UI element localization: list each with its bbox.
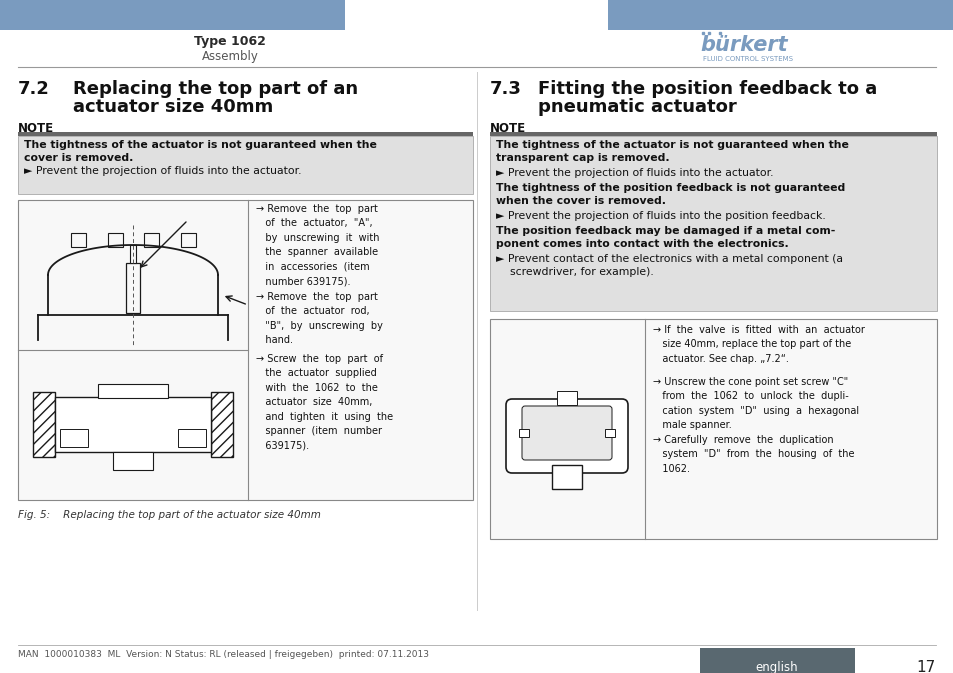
Text: The tightness of the actuator is not guaranteed when the: The tightness of the actuator is not gua… <box>496 140 848 150</box>
Text: ► Prevent the projection of fluids into the actuator.: ► Prevent the projection of fluids into … <box>24 166 301 176</box>
Bar <box>55 397 211 452</box>
Bar <box>211 392 233 457</box>
Text: The position feedback may be damaged if a metal com-: The position feedback may be damaged if … <box>496 226 835 236</box>
Bar <box>0 0 345 30</box>
Bar <box>112 452 152 470</box>
Bar <box>552 465 581 489</box>
Text: The tightness of the actuator is not guaranteed when the: The tightness of the actuator is not gua… <box>24 140 376 150</box>
Bar <box>181 233 195 247</box>
Bar <box>98 384 168 398</box>
Text: bürkert: bürkert <box>700 35 787 55</box>
Bar <box>607 0 953 30</box>
Bar <box>130 245 136 263</box>
Text: Type 1062: Type 1062 <box>193 35 266 48</box>
Bar <box>33 392 55 457</box>
Text: ► Prevent the projection of fluids into the actuator.: ► Prevent the projection of fluids into … <box>496 168 773 178</box>
Bar <box>144 233 159 247</box>
Bar <box>71 233 86 247</box>
Bar <box>18 132 473 136</box>
Bar <box>604 429 615 437</box>
Text: ► Prevent the projection of fluids into the position feedback.: ► Prevent the projection of fluids into … <box>496 211 825 221</box>
Text: The tightness of the position feedback is not guaranteed: The tightness of the position feedback i… <box>496 183 844 193</box>
Text: pneumatic actuator: pneumatic actuator <box>537 98 736 116</box>
Text: NOTE: NOTE <box>490 122 525 135</box>
Bar <box>490 319 936 539</box>
Bar <box>126 263 140 313</box>
Text: english: english <box>755 662 798 673</box>
Text: NOTE: NOTE <box>18 122 54 135</box>
Text: FLUID CONTROL SYSTEMS: FLUID CONTROL SYSTEMS <box>702 56 792 62</box>
Bar <box>490 136 936 311</box>
Text: → Unscrew the cone point set screw "C"
   from  the  1062  to  unlock  the  dupl: → Unscrew the cone point set screw "C" f… <box>652 377 859 430</box>
Text: Fitting the position feedback to a: Fitting the position feedback to a <box>537 80 877 98</box>
FancyBboxPatch shape <box>521 406 612 460</box>
Text: 17: 17 <box>916 660 935 673</box>
Text: → Remove  the  top  part
   of  the  actuator,  "A",
   by  unscrewing  it  with: → Remove the top part of the actuator, "… <box>255 204 379 286</box>
Text: → Screw  the  top  part  of
   the  actuator  supplied
   with  the  1062  to  t: → Screw the top part of the actuator sup… <box>255 354 393 450</box>
Text: transparent cap is removed.: transparent cap is removed. <box>496 153 669 163</box>
Text: actuator size 40mm: actuator size 40mm <box>73 98 273 116</box>
Text: Replacing the top part of an: Replacing the top part of an <box>73 80 357 98</box>
Text: → Remove  the  top  part
   of  the  actuator  rod,
   "B",  by  unscrewing  by
: → Remove the top part of the actuator ro… <box>255 292 382 345</box>
Bar <box>490 132 936 136</box>
Text: when the cover is removed.: when the cover is removed. <box>496 196 665 206</box>
Bar <box>178 429 206 447</box>
FancyBboxPatch shape <box>505 399 627 473</box>
Bar <box>18 200 473 500</box>
Text: → If  the  valve  is  fitted  with  an  actuator
   size 40mm, replace the top p: → If the valve is fitted with an actuato… <box>652 325 864 364</box>
Bar <box>60 429 88 447</box>
Bar <box>108 233 123 247</box>
Bar <box>557 391 577 405</box>
Text: ► Prevent contact of the electronics with a metal component (a: ► Prevent contact of the electronics wit… <box>496 254 842 264</box>
Text: cover is removed.: cover is removed. <box>24 153 133 163</box>
Text: Fig. 5:    Replacing the top part of the actuator size 40mm: Fig. 5: Replacing the top part of the ac… <box>18 510 320 520</box>
Text: screwdriver, for example).: screwdriver, for example). <box>496 267 653 277</box>
Text: → Carefully  remove  the  duplication
   system  "D"  from  the  housing  of  th: → Carefully remove the duplication syste… <box>652 435 854 474</box>
Bar <box>700 648 854 673</box>
Text: ponent comes into contact with the electronics.: ponent comes into contact with the elect… <box>496 239 788 249</box>
Text: 7.2: 7.2 <box>18 80 50 98</box>
Bar <box>518 429 529 437</box>
Text: 7.3: 7.3 <box>490 80 521 98</box>
Text: MAN  1000010383  ML  Version: N Status: RL (released | freigegeben)  printed: 07: MAN 1000010383 ML Version: N Status: RL … <box>18 650 429 659</box>
Text: Assembly: Assembly <box>201 50 258 63</box>
Bar <box>18 136 473 194</box>
